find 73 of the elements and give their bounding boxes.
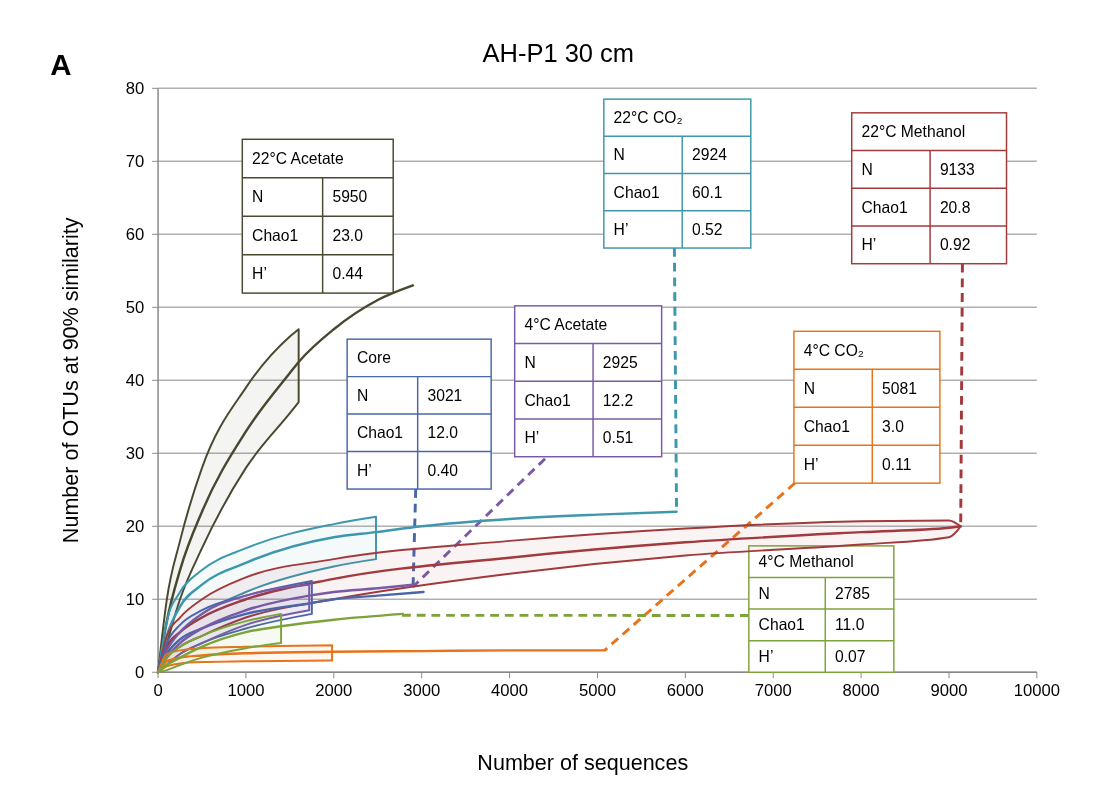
annotation: Core [356,349,392,367]
y-tick-label: 80 [125,78,145,98]
annotation: H’ [803,455,819,473]
annotation: N [356,386,369,404]
annotation: H’ [613,220,629,238]
y-tick-label: 60 [125,224,145,244]
annotation: 22°C Acetate [252,150,344,168]
y-tick-label: 70 [125,151,145,171]
annotation: N [758,584,770,602]
annotation: 12.0 [427,424,459,442]
annotation: H’ [758,647,774,665]
annotation: N [803,379,816,397]
y-tick-label: 40 [125,370,145,390]
annotation: Chao1 [861,198,908,216]
annotation: 2785 [835,584,871,602]
annotation: 0.40 [427,461,459,479]
chart-title: AH-P1 30 cm [482,38,634,67]
x-tick-label: 3000 [403,680,441,700]
y-tick-label: 10 [125,589,145,609]
x-tick-label: 10000 [1013,680,1061,700]
x-tick-label: 8000 [842,680,880,700]
annotation: 4°C Methanol [758,553,854,571]
annotation: 0.07 [835,647,866,665]
annotation: Chao1 [252,226,299,244]
annotation: 0.51 [602,429,634,447]
annotation: 5081 [882,379,917,397]
x-tick-label: 1000 [227,680,265,700]
annotation: 20.8 [939,198,971,216]
annotation: H’ [356,461,372,479]
x-tick-label: 9000 [930,680,968,700]
annotation: N [861,160,873,178]
annotation: Chao1 [524,391,571,409]
y-tick-label: 0 [135,662,145,682]
annotation: 11.0 [835,616,865,634]
y-tick-label: 30 [125,443,145,463]
annotation: 0.52 [692,220,723,238]
annotation: 9133 [939,160,976,178]
annotation: 0.44 [332,265,364,283]
annotation: 3.0 [882,417,905,435]
annotation: H’ [861,236,877,254]
annotation: 2925 [602,353,638,371]
y-tick-label: 50 [125,297,145,317]
x-tick-label: 5000 [578,680,616,700]
annotation: 60.1 [692,183,723,201]
x-tick-label: 2000 [315,680,353,700]
annotation: N [613,146,625,164]
annotation: 23.0 [332,226,364,244]
annotation: N [524,353,536,371]
annotation: 4°C Acetate [524,316,608,334]
annotation: 4°C CO₂ [803,341,864,359]
x-tick-label: 7000 [754,680,792,700]
annotation: Chao1 [356,424,404,442]
text: A [50,47,72,81]
annotation: 0.11 [882,455,912,473]
annotation: 22°C Methanol [861,123,966,141]
y-tick-label: 20 [125,516,145,536]
annotation: Chao1 [613,183,660,201]
annotation: 12.2 [602,391,634,409]
annotation: 0.92 [939,236,971,254]
y-axis-title: Number of OTUs at 90% similarity [57,217,83,544]
annotation: 22°C CO₂ [613,109,683,127]
x-tick-label: 4000 [491,680,529,700]
annotation: N [252,188,264,206]
annotation: Chao1 [803,417,850,435]
x-axis-title: Number of sequences [477,750,689,776]
annotation: Chao1 [758,616,805,634]
x-tick-label: 6000 [666,680,704,700]
annotation: 2924 [692,146,728,164]
x-tick-label: 0 [153,680,163,700]
annotation: H’ [252,265,267,283]
annotation: H’ [524,429,540,447]
annotation: 5950 [332,188,368,206]
annotation: 3021 [427,386,463,404]
